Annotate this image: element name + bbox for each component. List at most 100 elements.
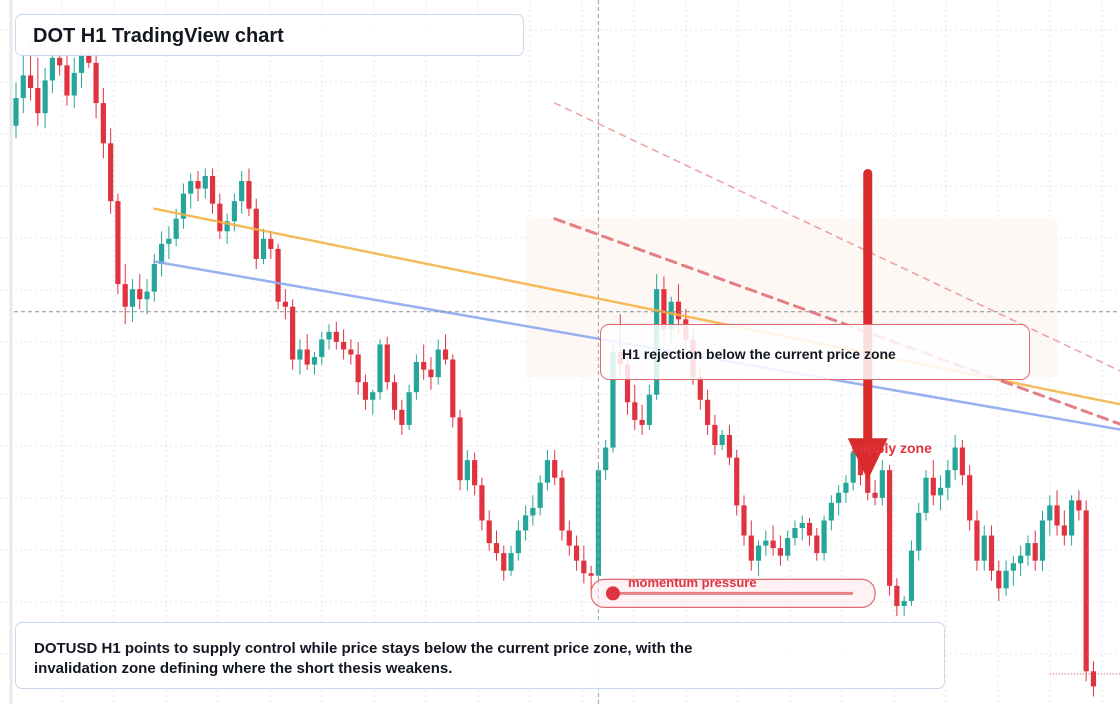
candle-body[interactable] <box>260 238 267 259</box>
candle-body[interactable] <box>836 492 842 503</box>
candle-body[interactable] <box>13 98 19 126</box>
candle-body[interactable] <box>406 392 412 425</box>
candle-body[interactable] <box>1054 505 1060 526</box>
candle-body[interactable] <box>122 284 128 307</box>
candle-body[interactable] <box>457 417 463 481</box>
candle-body[interactable] <box>923 477 929 513</box>
candle-body[interactable] <box>1090 671 1097 687</box>
candle-body[interactable] <box>450 359 456 418</box>
candle-body[interactable] <box>442 349 449 360</box>
candle-body[interactable] <box>668 301 674 330</box>
candle-body[interactable] <box>894 585 900 606</box>
candle-body[interactable] <box>370 392 376 400</box>
candle-body[interactable] <box>341 341 347 350</box>
candle-body[interactable] <box>159 243 165 264</box>
candle-body[interactable] <box>108 143 114 202</box>
candle-body[interactable] <box>115 201 121 285</box>
candle-body[interactable] <box>377 344 383 393</box>
candle-body[interactable] <box>552 460 558 478</box>
candle-body[interactable] <box>472 460 478 486</box>
candle-body[interactable] <box>311 357 318 365</box>
candle-body[interactable] <box>1025 543 1031 556</box>
candle-body[interactable] <box>1069 500 1075 536</box>
candle-body[interactable] <box>573 545 580 561</box>
candle-body[interactable] <box>78 52 85 73</box>
candle-body[interactable] <box>865 475 871 493</box>
candle-body[interactable] <box>843 482 849 493</box>
candle-body[interactable] <box>981 535 987 561</box>
candle-body[interactable] <box>770 540 776 549</box>
candle-body[interactable] <box>144 291 150 300</box>
candle-body[interactable] <box>1039 520 1046 561</box>
candle-body[interactable] <box>391 382 398 410</box>
candle-body[interactable] <box>188 181 194 194</box>
candle-body[interactable] <box>566 530 572 546</box>
candle-body[interactable] <box>937 487 944 496</box>
candle-body[interactable] <box>646 394 652 425</box>
candle-body[interactable] <box>348 349 354 355</box>
candle-body[interactable] <box>173 218 179 239</box>
candle-body[interactable] <box>719 434 725 446</box>
candle-body[interactable] <box>1083 510 1089 672</box>
candle-body[interactable] <box>464 460 470 481</box>
candle-body[interactable] <box>726 434 733 458</box>
candle-body[interactable] <box>202 176 208 189</box>
candle-body[interactable] <box>901 600 907 606</box>
candle-body[interactable] <box>632 402 638 420</box>
candle-body[interactable] <box>64 65 70 96</box>
candle-body[interactable] <box>49 57 55 81</box>
candle-body[interactable] <box>515 530 521 554</box>
red-dashed-trendline-upper[interactable] <box>553 102 1120 372</box>
candle-body[interactable] <box>493 543 500 554</box>
candle-body[interactable] <box>355 354 361 383</box>
candle-body[interactable] <box>712 424 718 446</box>
candle-body[interactable] <box>421 362 427 370</box>
candle-body[interactable] <box>792 528 798 539</box>
candle-body[interactable] <box>814 535 820 554</box>
candle-body[interactable] <box>35 88 41 114</box>
candle-body[interactable] <box>799 522 805 528</box>
candle-body[interactable] <box>748 535 754 561</box>
candle-body[interactable] <box>217 203 223 232</box>
candle-body[interactable] <box>42 80 48 114</box>
candle-body[interactable] <box>319 339 325 358</box>
candle-body[interactable] <box>639 419 645 425</box>
candle-body[interactable] <box>413 362 419 393</box>
candle-body[interactable] <box>872 492 878 498</box>
candle-body[interactable] <box>828 502 834 521</box>
candle-body[interactable] <box>916 512 922 551</box>
candle-body[interactable] <box>595 470 601 576</box>
candle-body[interactable] <box>603 447 609 471</box>
candle-body[interactable] <box>610 352 616 448</box>
candle-body[interactable] <box>821 520 827 554</box>
candle-body[interactable] <box>479 485 485 521</box>
candle-body[interactable] <box>850 452 856 483</box>
candle-body[interactable] <box>100 103 106 144</box>
candle-body[interactable] <box>755 545 762 561</box>
candle-body[interactable] <box>275 248 281 302</box>
candle-body[interactable] <box>675 301 682 320</box>
candle-body[interactable] <box>624 364 631 403</box>
candle-body[interactable] <box>508 553 514 571</box>
candle-body[interactable] <box>996 570 1002 589</box>
candle-body[interactable] <box>209 176 216 204</box>
candle-body[interactable] <box>930 477 936 496</box>
candle-body[interactable] <box>988 535 995 571</box>
candle-body[interactable] <box>705 399 711 425</box>
candle-body[interactable] <box>290 306 296 360</box>
candle-body[interactable] <box>1010 563 1016 571</box>
candle-body[interactable] <box>806 522 813 536</box>
candle-body[interactable] <box>879 470 885 498</box>
candle-body[interactable] <box>530 507 536 516</box>
candle-body[interactable] <box>785 538 791 556</box>
candle-body[interactable] <box>1003 570 1009 589</box>
candle-body[interactable] <box>1032 543 1038 561</box>
candle-body[interactable] <box>231 201 237 222</box>
candle-body[interactable] <box>588 573 594 576</box>
candle-body[interactable] <box>166 238 172 244</box>
candle-body[interactable] <box>180 193 187 219</box>
candle-body[interactable] <box>967 475 973 521</box>
candle-body[interactable] <box>1047 505 1053 521</box>
candle-body[interactable] <box>959 447 965 476</box>
candle-body[interactable] <box>384 344 390 383</box>
